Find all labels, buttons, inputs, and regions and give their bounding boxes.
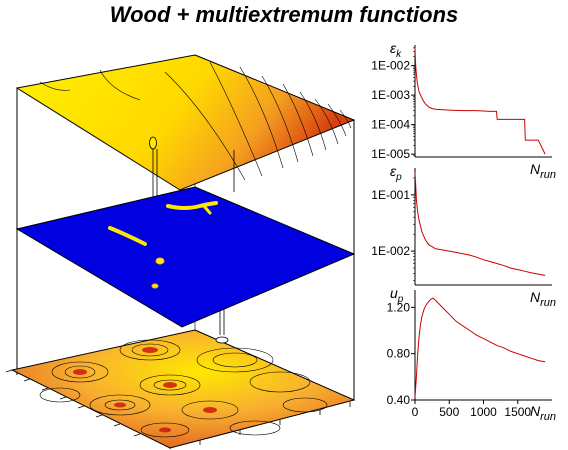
top-surface — [15, 54, 356, 191]
x-axis-label: Nrun — [530, 161, 556, 181]
y-axis-label: εk — [390, 40, 402, 60]
y-tick-label: 0.40 — [387, 393, 411, 407]
y-tick-label: 1.20 — [387, 300, 411, 314]
y-tick-label: 1E-002 — [371, 59, 410, 73]
x-tick-label: 0 — [412, 405, 419, 419]
x-tick-label: 1000 — [470, 405, 497, 419]
middle-plane — [15, 186, 356, 328]
y-tick-label: 0.80 — [387, 347, 411, 361]
x-tick-label: 500 — [439, 405, 459, 419]
y-axis-label: εp — [390, 163, 402, 183]
top-surface-contours — [39, 61, 352, 181]
bottom-surface-marker — [215, 336, 229, 344]
bottom-surface-contours — [39, 339, 328, 438]
x-axis-label: Nrun — [530, 289, 556, 309]
y-tick-label: 1E-001 — [371, 188, 410, 202]
middle-plane-marks — [108, 201, 218, 289]
series-line — [414, 297, 546, 398]
x-axis-label: Nrun — [530, 403, 556, 423]
series-line — [414, 172, 546, 276]
panel-middle: εp Nrun — [390, 163, 556, 309]
y-tick-label: 1E-003 — [371, 88, 410, 102]
y-tick-label: 1E-002 — [371, 244, 410, 258]
bottom-surface-hotspots — [73, 347, 217, 433]
y-tick-label: 1E-005 — [371, 147, 410, 161]
x-tick-label: 1500 — [504, 405, 531, 419]
chart-title: Wood + multiextremum functions — [109, 2, 459, 27]
panel-top: εk Nrun — [390, 40, 556, 181]
panel-bottom: up Nrun — [390, 285, 556, 423]
y-tick-label: 1E-004 — [371, 118, 410, 132]
bottom-axis-ticks — [5, 369, 351, 449]
series-line — [414, 47, 546, 155]
y-axis-label: up — [390, 285, 404, 305]
